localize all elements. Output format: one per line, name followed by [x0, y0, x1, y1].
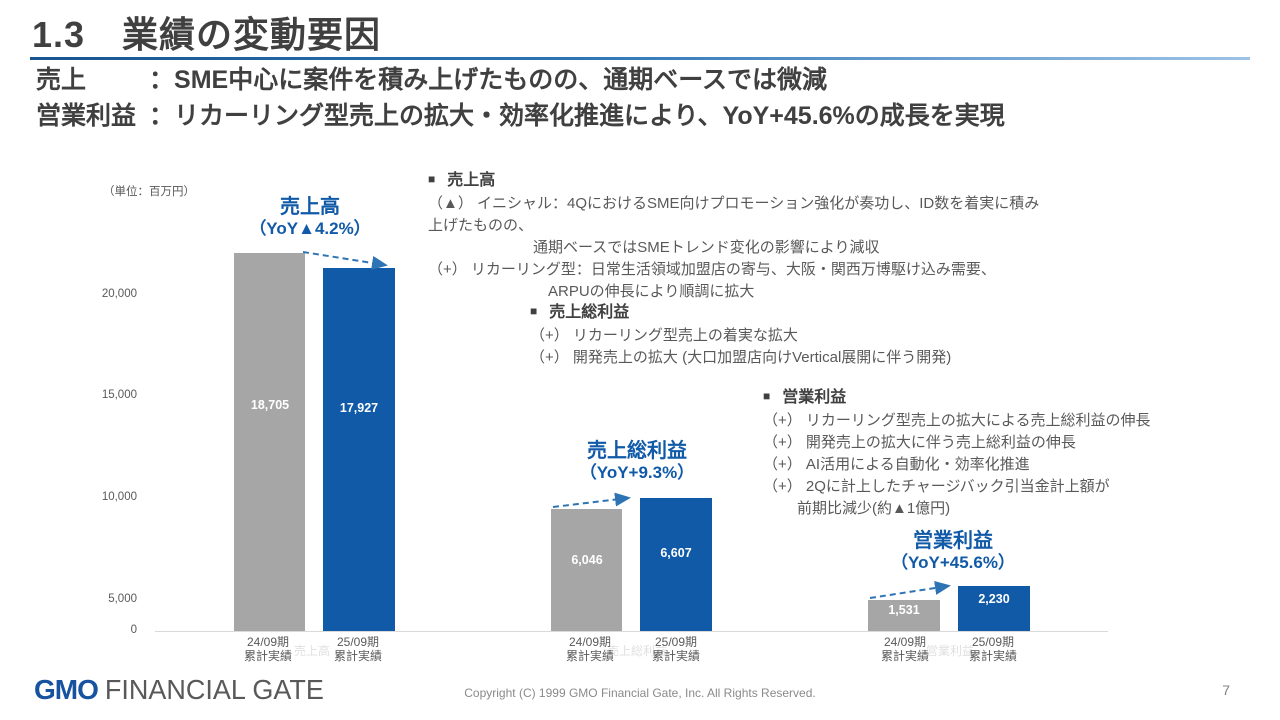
chart-group-title-sales: 売上高 （YoY▲4.2%）: [190, 196, 430, 240]
chart-unit-label: （単位：百万円）: [103, 186, 195, 198]
x-label-gross-profit-current: 25/09期 累計実績: [631, 635, 721, 663]
summary-separator: ：: [149, 66, 175, 94]
bar-sales-previous: [234, 253, 305, 631]
commentary-line: （▲） イニシャル：4QにおけるSME向けプロモーション強化が奏功し、ID数を着…: [428, 195, 1040, 234]
commentary-heading-text: 売上高: [447, 172, 496, 189]
summary-label: 営業利益: [36, 102, 137, 130]
x-label-line1: 25/09期: [336, 635, 380, 649]
commentary-line: （+） 2Qに計上したチャージバック引当金計上額が: [763, 478, 1110, 495]
page-title: 1.3 業績の変動要因: [32, 14, 382, 55]
commentary-line: （+） リカーリング型売上の着実な拡大: [530, 327, 798, 344]
y-tick-10000: 10,000: [101, 491, 137, 503]
page-number: 7: [1222, 682, 1230, 698]
title-divider: [30, 57, 1250, 60]
x-label-operating-profit-current: 25/09期 累計実績: [948, 635, 1038, 663]
summary-row-operating-profit: 営業利益 ：リカーリング型売上の拡大・効率化推進により、YoY+45.6%の成長を…: [36, 98, 1005, 134]
square-bullet-icon: ■: [763, 389, 771, 403]
commentary-heading-text: 売上総利益: [549, 304, 630, 321]
x-label-line1: 24/09期: [568, 635, 612, 649]
x-label-line1: 24/09期: [246, 635, 290, 649]
arrow-sales-decline: [302, 251, 388, 270]
x-label-line2: 累計実績: [565, 649, 614, 663]
commentary-operating-profit: ■ 営業利益 （+） リカーリング型売上の拡大による売上総利益の伸長 （+） 開発…: [763, 387, 1263, 520]
bar-gross-profit-previous: [551, 509, 622, 631]
summary-text: SME中心に案件を積み上げたものの、通期ベースでは微減: [174, 66, 827, 94]
commentary-line: （+） 開発売上の拡大に伴う売上総利益の伸長: [763, 434, 1076, 451]
x-label-line2: 累計実績: [243, 649, 292, 663]
commentary-line: （+） 開発売上の拡大 (大口加盟店向けVertical展開に伴う開発): [530, 349, 952, 366]
bar-operating-profit-current: [958, 586, 1030, 631]
group-title-text: 売上総利益: [587, 440, 687, 462]
x-label-line2: 累計実績: [651, 649, 700, 663]
commentary-sales: ■ 売上高 （▲） イニシャル：4QにおけるSME向けプロモーション強化が奏功し、…: [428, 170, 1048, 303]
commentary-gross-profit: ■ 売上総利益 （+） リカーリング型売上の着実な拡大 （+） 開発売上の拡大 (…: [530, 302, 1090, 369]
y-tick-15000: 15,000: [101, 389, 137, 401]
group-yoy-label: （YoY+9.3%）: [579, 463, 695, 482]
bar-value-operating-profit-current: 2,230: [978, 592, 1010, 606]
company-logo: GMO FINANCIAL GATE: [34, 674, 324, 706]
x-label-gross-profit-previous: 24/09期 累計実績: [545, 635, 635, 663]
commentary-heading: ■ 売上総利益: [530, 302, 1090, 324]
y-tick-0: 0: [130, 624, 137, 636]
commentary-line: （+） リカーリング型売上の拡大による売上総利益の伸長: [763, 412, 1151, 429]
bar-value-sales-previous: 18,705: [250, 398, 290, 412]
commentary-heading: ■ 売上高: [428, 170, 1048, 192]
ghost-series-label-sales: 売上高: [293, 644, 330, 658]
group-title-text: 売上高: [280, 196, 340, 218]
x-label-line2: 累計実績: [333, 649, 382, 663]
x-label-line2: 累計実績: [880, 649, 929, 663]
x-label-line1: 24/09期: [883, 635, 927, 649]
summary-separator: ：: [149, 102, 175, 130]
bar-value-sales-current: 17,927: [339, 401, 379, 415]
commentary-line: 前期比減少(約▲1億円): [797, 500, 951, 517]
square-bullet-icon: ■: [428, 172, 436, 186]
logo-financial-gate-text: FINANCIAL GATE: [104, 674, 324, 706]
chart-group-title-gross-profit: 売上総利益 （YoY+9.3%）: [517, 440, 757, 484]
group-yoy-label: （YoY+45.6%）: [891, 553, 1015, 572]
x-label-sales-previous: 24/09期 累計実績: [223, 635, 313, 663]
bar-sales-current: [323, 268, 395, 631]
arrow-operating-profit-growth: [869, 581, 951, 599]
x-label-sales-current: 25/09期 累計実績: [313, 635, 403, 663]
group-yoy-label: （YoY▲4.2%）: [249, 219, 371, 238]
ghost-series-label-operating-profit: 営業利益: [925, 644, 974, 658]
y-tick-5000: 5,000: [108, 593, 137, 605]
bar-value-gross-profit-current: 6,607: [660, 546, 692, 560]
x-label-line1: 25/09期: [971, 635, 1015, 649]
slide-summary: 売上： SME中心に案件を積み上げたものの、通期ベースでは微減 営業利益：リカーリ…: [36, 62, 1005, 134]
arrow-gross-profit-growth: [552, 492, 631, 508]
summary-label: 売上: [36, 66, 87, 94]
x-label-line2: 累計実績: [968, 649, 1017, 663]
square-bullet-icon: ■: [530, 304, 538, 318]
ghost-series-label-gross-profit: 売上総利益: [606, 644, 667, 658]
summary-text: リカーリング型売上の拡大・効率化推進により、YoY+45.6%の成長を実現: [174, 102, 1005, 130]
summary-row-sales: 売上 ： SME中心に案件を積み上げたものの、通期ベースでは微減: [36, 62, 1005, 98]
commentary-line: （+） リカーリング型：日常生活領域加盟店の寄与、大阪・関西万博駆け込み需要、: [428, 261, 996, 278]
bar-operating-profit-previous: [868, 600, 940, 631]
commentary-heading: ■ 営業利益: [763, 387, 1263, 409]
x-label-line1: 25/09期: [654, 635, 698, 649]
bar-value-operating-profit-previous: 1,531: [888, 603, 920, 617]
y-tick-20000: 20,000: [101, 288, 137, 300]
x-axis-line: [155, 631, 1108, 632]
group-title-text: 営業利益: [913, 530, 993, 552]
commentary-line: 通期ベースではSMEトレンド変化の影響により減収: [533, 239, 880, 256]
chart-group-title-operating-profit: 営業利益 （YoY+45.6%）: [833, 530, 1073, 574]
commentary-line: ARPUの伸長により順調に拡大: [548, 283, 755, 300]
commentary-heading-text: 営業利益: [782, 389, 847, 406]
x-label-operating-profit-previous: 24/09期 累計実績: [860, 635, 950, 663]
bar-value-gross-profit-previous: 6,046: [571, 553, 603, 567]
copyright-text: Copyright (C) 1999 GMO Financial Gate, I…: [464, 686, 816, 700]
bar-chart: （単位：百万円） 15,000 20,000 10,000 5,000 0 売上…: [0, 170, 1280, 670]
logo-gmo-text: GMO: [34, 674, 99, 705]
commentary-line: （+） AI活用による自動化・効率化推進: [763, 456, 1030, 473]
bar-gross-profit-current: [640, 498, 712, 631]
